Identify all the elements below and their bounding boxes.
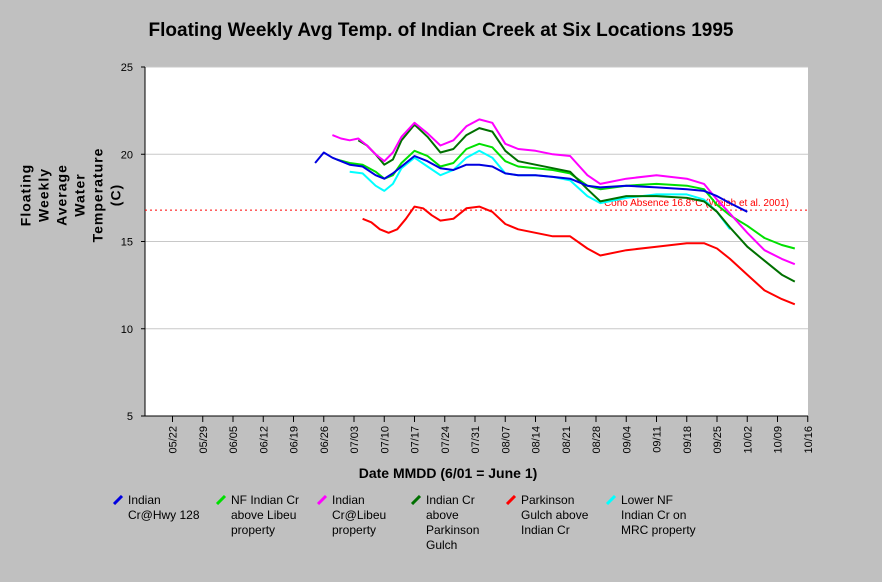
series-line — [314, 151, 748, 213]
legend-swatch-line — [215, 495, 227, 505]
x-tick-label: 05/22 — [168, 426, 180, 454]
x-tick-label: 07/10 — [379, 426, 391, 454]
x-tick-label: 07/24 — [440, 426, 452, 454]
x-tick-label: 10/09 — [773, 426, 785, 454]
y-tick-label: 15 — [121, 237, 133, 249]
legend-label: Parkinson Gulch above Indian Cr — [521, 493, 589, 537]
legend-swatch-line — [605, 495, 617, 505]
legend-swatch — [505, 495, 517, 505]
x-tick-label: 08/14 — [531, 426, 543, 454]
y-tick-label: 25 — [121, 62, 133, 74]
legend-swatch-line — [505, 495, 517, 505]
series-line — [349, 149, 731, 230]
x-axis-label: Date MMDD (6/01 = June 1) — [358, 465, 538, 481]
x-tick-label: 09/11 — [652, 426, 664, 453]
legend-swatch — [112, 495, 124, 505]
legend-label: Lower NF Indian Cr on MRC property — [621, 493, 696, 537]
x-tick-label: 10/16 — [803, 426, 815, 454]
reference-line-label: Coho Absence 16.8°C (Welsh et al. 2001) — [604, 198, 789, 209]
x-tick-label: 06/05 — [228, 426, 240, 454]
legend-label: Indian Cr@Libeu property — [332, 493, 387, 537]
legend-swatch — [605, 495, 617, 505]
legend-label: Indian Cr@Hwy 128 — [128, 493, 200, 522]
x-tick-label: 08/21 — [561, 426, 573, 454]
x-tick-label: 10/02 — [742, 426, 754, 454]
legend-label: NF Indian Cr above Libeu property — [231, 493, 300, 537]
x-tick-label: 06/26 — [319, 426, 331, 454]
x-tick-label: 09/25 — [712, 426, 724, 454]
x-tick-label: 09/04 — [621, 426, 633, 454]
series-line — [357, 123, 796, 283]
x-tick-label: 07/31 — [470, 426, 482, 454]
x-tick-label: 07/17 — [410, 426, 422, 454]
legend-swatch-line — [316, 495, 328, 505]
legend-swatch — [316, 495, 328, 505]
legend-label: Indian Cr above Parkinson Gulch — [426, 493, 480, 552]
y-tick-label: 10 — [121, 324, 133, 336]
x-tick-label: 08/07 — [500, 426, 512, 454]
chart-title: Floating Weekly Avg Temp. of Indian Cree… — [148, 20, 734, 41]
legend-swatch-line — [112, 495, 124, 505]
legend-swatch — [410, 495, 422, 505]
x-tick-label: 06/12 — [258, 426, 270, 454]
series-line — [336, 142, 796, 250]
x-tick-label: 05/29 — [198, 426, 210, 454]
x-tick-label: 07/03 — [349, 426, 361, 454]
legend-swatch-line — [410, 495, 422, 505]
y-tick-label: 20 — [121, 149, 133, 161]
legend-swatch — [215, 495, 227, 505]
x-tick-label: 06/19 — [289, 426, 301, 454]
series-line — [362, 205, 796, 306]
x-tick-label: 09/18 — [682, 426, 694, 454]
x-tick-label: 08/28 — [591, 426, 603, 454]
y-tick-label: 5 — [127, 411, 133, 423]
